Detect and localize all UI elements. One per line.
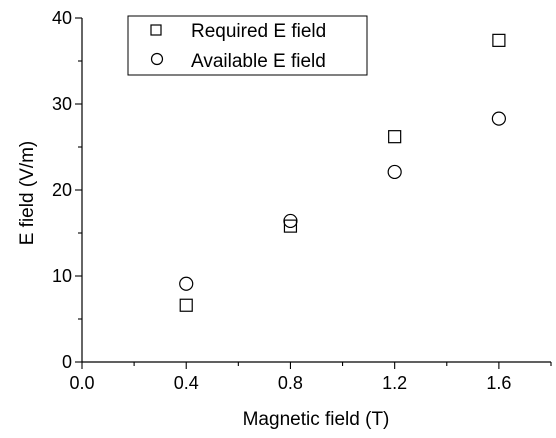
required-e-field-point	[492, 33, 506, 47]
y-tick-label: 0	[62, 352, 72, 372]
x-tick-label: 0.8	[278, 373, 303, 393]
x-tick-label: 0.4	[174, 373, 199, 393]
y-axis-label: E field (V/m)	[17, 141, 38, 246]
y-tick-label: 30	[52, 94, 72, 114]
available-e-field-point	[179, 276, 194, 291]
x-tick-label: 1.2	[382, 373, 407, 393]
y-tick-label: 20	[52, 180, 72, 200]
y-axis-ticks: 0 10 20 30 40	[52, 8, 82, 372]
legend: Required E field Available E field	[127, 15, 368, 76]
legend-square-marker	[150, 24, 162, 36]
legend-label-required: Required E field	[191, 21, 326, 42]
y-tick-label: 40	[52, 8, 72, 28]
data-points	[179, 33, 506, 312]
x-axis-label: Magnetic field (T)	[243, 409, 390, 430]
required-e-field-point	[388, 130, 402, 144]
x-tick-label: 1.6	[486, 373, 511, 393]
x-tick-label: 0.0	[69, 373, 94, 393]
required-e-field-point	[283, 219, 298, 233]
x-axis-ticks: 0.0 0.4 0.8 1.2 1.6	[69, 362, 552, 393]
legend-circle-marker	[150, 52, 164, 66]
available-e-field-point	[283, 213, 298, 229]
y-tick-label: 10	[52, 266, 72, 286]
available-e-field-point	[491, 111, 506, 126]
legend-label-available: Available E field	[191, 51, 326, 72]
required-e-field-point	[179, 298, 193, 312]
legend-box	[127, 15, 368, 76]
available-e-field-point	[387, 164, 402, 180]
